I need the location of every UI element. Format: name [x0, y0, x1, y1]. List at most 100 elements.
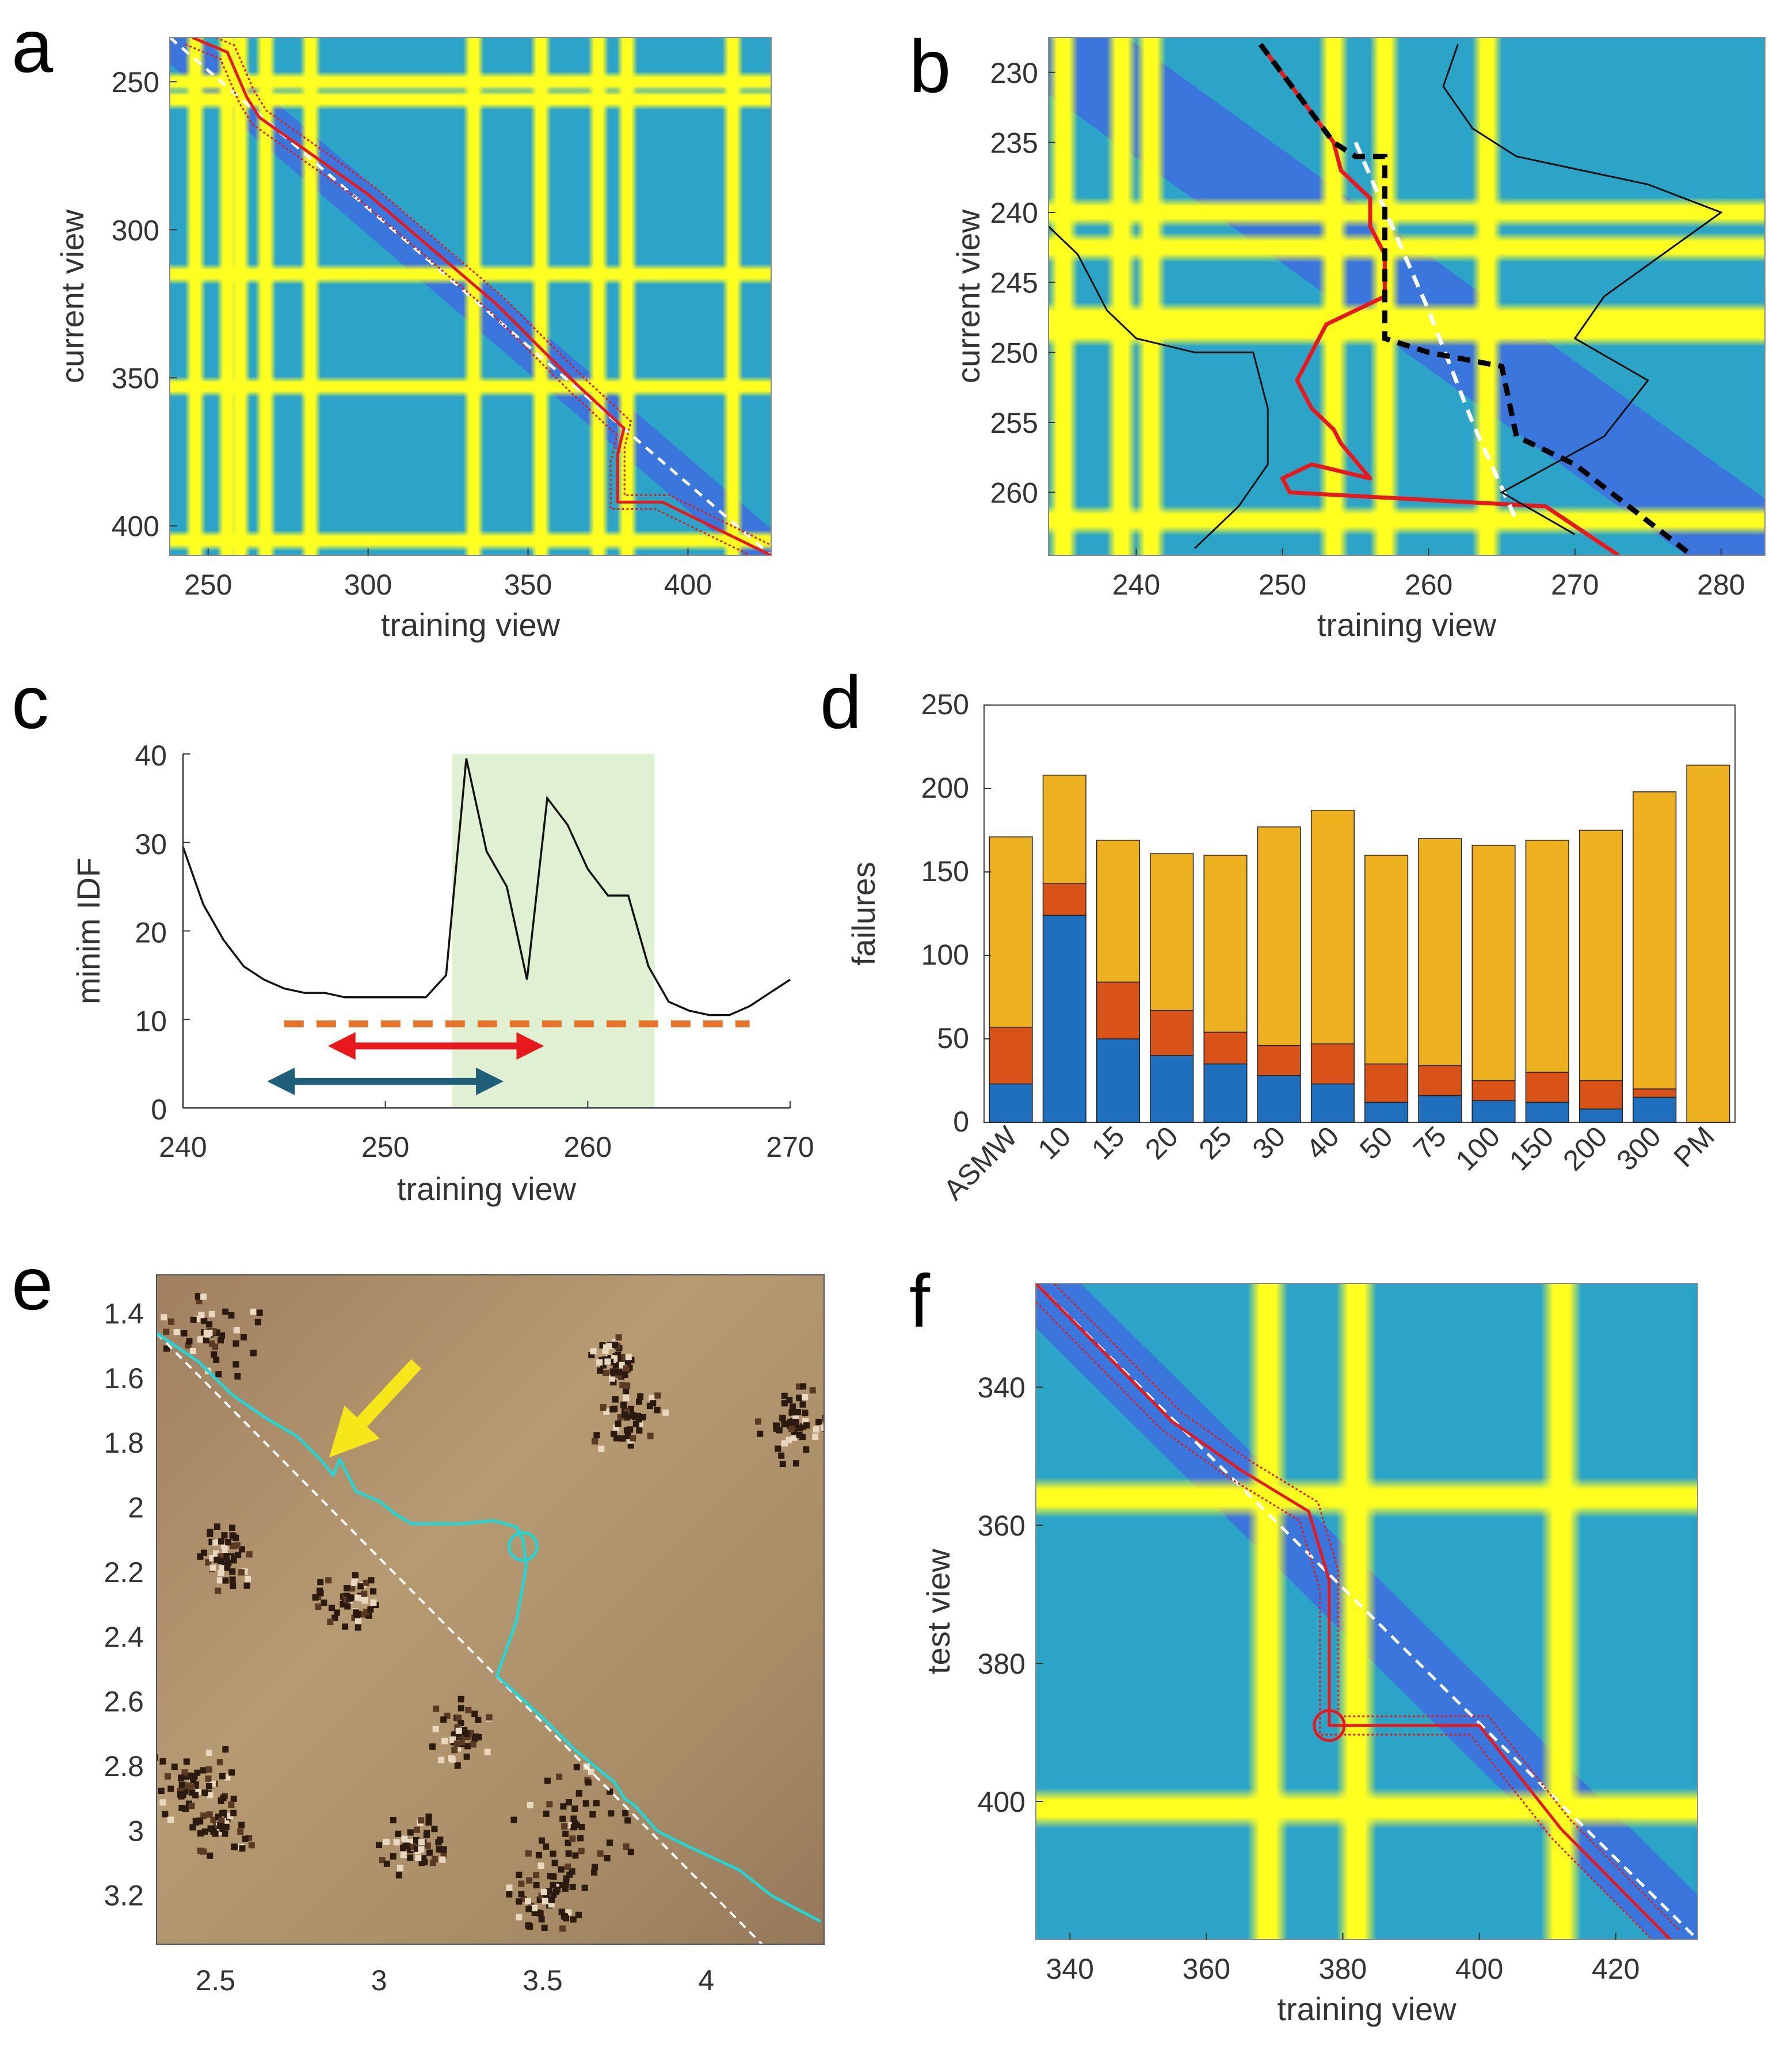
bush-speckle [321, 1599, 327, 1606]
bar-segment-blue [1364, 1102, 1409, 1123]
bush-speckle [224, 1564, 231, 1571]
panel-e: e 2.5 3 3.5 4 1.4 1.6 1.8 2 2.2 2.4 2.6 2.8 3 3.2 [12, 1241, 825, 1997]
bush-speckle [206, 1330, 213, 1336]
bush-speckle [635, 1412, 642, 1419]
bush-speckle [543, 1810, 550, 1817]
bush-speckle [636, 1427, 643, 1434]
bush-speckle [222, 1577, 229, 1584]
bush-speckle [565, 1799, 572, 1805]
x-tick-label: 300 [344, 569, 392, 601]
bush-speckle [441, 1738, 448, 1744]
bar-segment-orange [1042, 883, 1086, 916]
bush-speckle [363, 1609, 370, 1616]
heatmap-horizontal-band [1048, 505, 1765, 536]
bush-speckle [616, 1369, 623, 1376]
bush-speckle [451, 1747, 458, 1754]
bush-speckle [599, 1342, 606, 1349]
bush-speckle [167, 1785, 174, 1792]
bush-speckle [603, 1408, 610, 1415]
x-tick-label: 380 [1319, 1953, 1367, 1985]
y-tick-label: 300 [112, 214, 159, 246]
bush-speckle [354, 1612, 361, 1618]
bush-speckle [213, 1356, 220, 1363]
bush-speckle [228, 1769, 235, 1776]
bush-speckle [230, 1795, 237, 1802]
bush-speckle [216, 1577, 223, 1584]
heatmap-horizontal-band [170, 89, 771, 110]
bush-speckle [228, 1801, 235, 1808]
bush-speckle [794, 1409, 801, 1416]
bush-speckle [558, 1866, 565, 1873]
bush-speckle [162, 1811, 169, 1818]
bush-speckle [167, 1816, 174, 1823]
bush-speckle [186, 1338, 193, 1344]
ground-truth-line [157, 1332, 763, 1944]
bush-speckle [238, 1822, 245, 1829]
bush-speckle [647, 1433, 654, 1439]
x-tick-label: PM [1668, 1120, 1721, 1174]
x-tick-label: 250 [184, 569, 232, 601]
bush-speckle [232, 1843, 239, 1850]
bush-speckle [796, 1431, 803, 1438]
y-tick-label: 40 [135, 740, 167, 772]
bush-speckle [786, 1437, 792, 1443]
x-axis-label: training view [1317, 607, 1497, 643]
bush-speckle [401, 1835, 408, 1842]
bush-speckle [207, 1530, 213, 1537]
bush-speckle [585, 1779, 592, 1786]
bush-speckle [624, 1358, 631, 1365]
bush-speckle [212, 1539, 219, 1546]
bush-speckle [548, 1901, 555, 1908]
bush-speckle [632, 1420, 639, 1427]
bush-speckle [604, 1855, 611, 1862]
bush-speckle [620, 1401, 627, 1408]
y-tick-label: 360 [978, 1510, 1025, 1542]
bush-speckle [613, 1435, 620, 1442]
bush-speckle [205, 1775, 212, 1782]
bush-speckle [791, 1434, 798, 1441]
bush-speckle [556, 1773, 563, 1780]
y-tick-label: 2.4 [104, 1621, 144, 1653]
bush-speckle [516, 1914, 523, 1921]
bush-speckle [208, 1826, 215, 1833]
bush-speckle [159, 1758, 166, 1765]
bush-speckle [538, 1837, 545, 1844]
x-tick-label: 30 [1246, 1120, 1292, 1165]
bush-speckle [593, 1800, 600, 1807]
bush-speckle [561, 1823, 568, 1830]
bush-speckle [201, 1317, 208, 1324]
y-tick-label: 2.8 [104, 1750, 144, 1782]
x-tick-label: 200 [1557, 1120, 1614, 1177]
y-tick-label: 380 [978, 1648, 1025, 1680]
bush-speckle [201, 1789, 208, 1796]
bar-segment-yellow [1633, 791, 1677, 1090]
y-tick-label: 240 [990, 197, 1038, 229]
bush-speckle [235, 1552, 242, 1559]
bush-speckle [331, 1614, 338, 1621]
x-tick-label: 270 [1551, 569, 1599, 601]
heatmap-horizontal-band [1048, 197, 1765, 228]
heatmap-vertical-band [1318, 37, 1349, 555]
panel-b-heatmap: 240 250 260 270 280 230 235 240 245 250 255 260 trai… [950, 37, 1766, 643]
bar-segment-blue [1042, 915, 1086, 1123]
bush-speckle [547, 1873, 554, 1880]
bush-speckle [220, 1542, 227, 1549]
aerial-image [157, 1275, 824, 1944]
bush-speckle [233, 1327, 240, 1334]
bar-segment-orange [1418, 1065, 1462, 1096]
y-tick-label: 0 [953, 1106, 969, 1138]
bush-speckle [516, 1898, 523, 1905]
bush-speckle [185, 1342, 192, 1349]
panel-c: c 240 250 260 270 0 10 20 30 40 training view mini… [12, 660, 814, 1207]
bush-speckle [775, 1445, 781, 1452]
heatmap-horizontal-band [170, 71, 771, 93]
bush-speckle [192, 1781, 199, 1788]
bush-speckle [562, 1885, 569, 1892]
bush-speckle [164, 1773, 171, 1780]
bush-speckle [464, 1743, 471, 1750]
bush-speckle [413, 1826, 420, 1833]
bush-speckle [234, 1373, 241, 1380]
bush-speckle [206, 1321, 213, 1328]
bush-speckle [486, 1714, 493, 1721]
bush-speckle [178, 1804, 185, 1811]
